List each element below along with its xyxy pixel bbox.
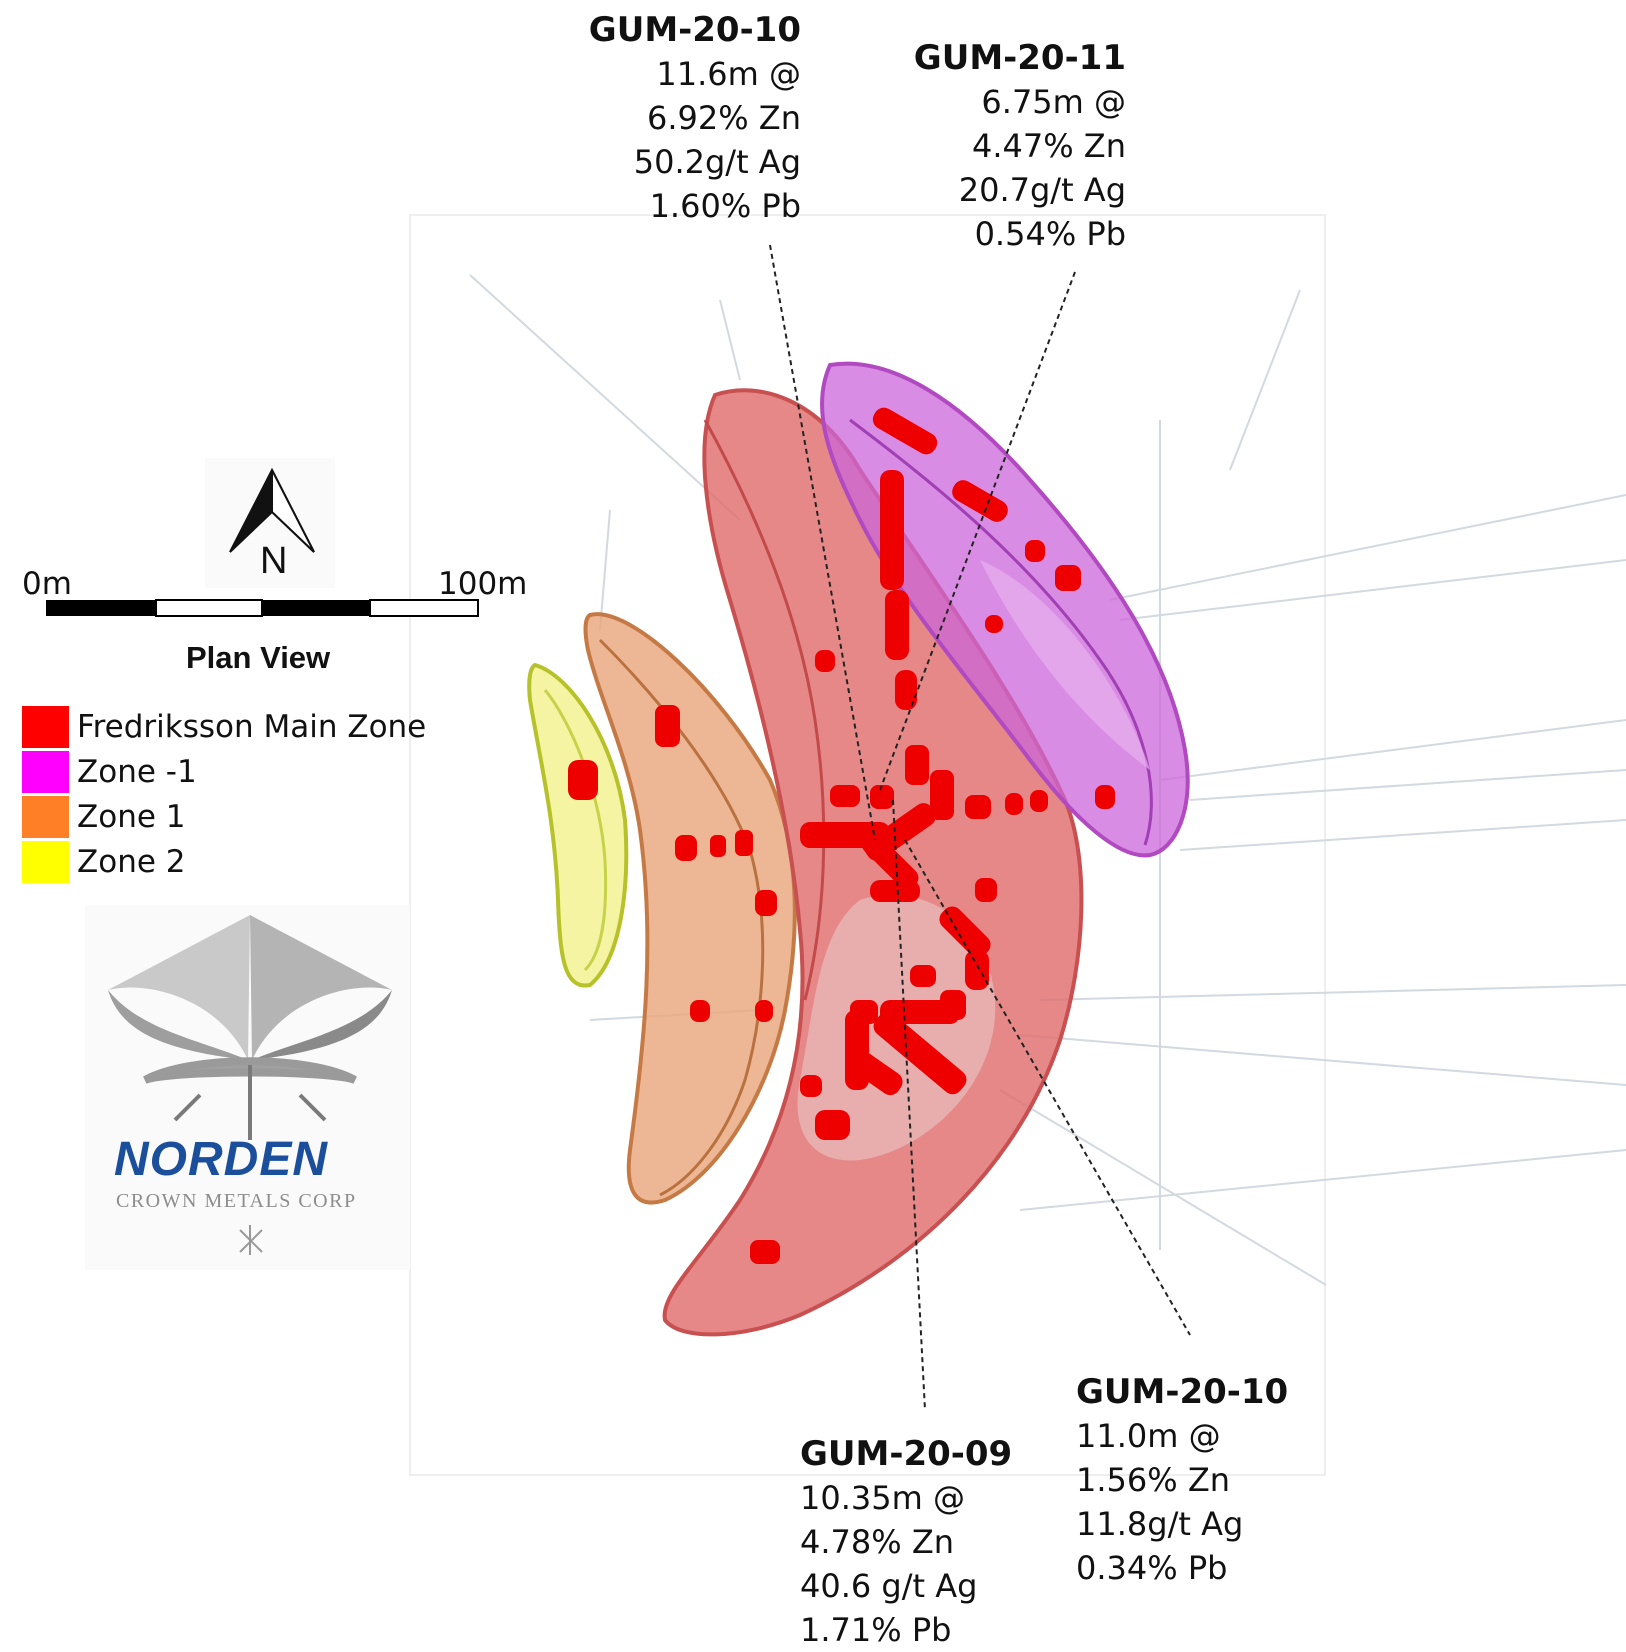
callout-gum-20-11: GUM-20-11 6.75m @ 4.47% Zn 20.7g/t Ag 0.…	[914, 36, 1126, 256]
zone-1-shape	[583, 612, 797, 1205]
callout-pb: 0.54% Pb	[974, 215, 1126, 253]
callout-interval: 11.0m @	[1076, 1417, 1221, 1455]
callout-gum-20-10-top: GUM-20-10 11.6m @ 6.92% Zn 50.2g/t Ag 1.…	[589, 8, 801, 228]
plan-view-caption: Plan View	[186, 640, 331, 675]
legend-item-main-zone: Fredriksson Main Zone	[22, 704, 426, 749]
callout-ag: 50.2g/t Ag	[633, 143, 801, 181]
legend-swatch	[22, 840, 69, 883]
legend-item-zone-2: Zone 2	[22, 839, 426, 884]
zone-2-shape	[527, 662, 629, 988]
callout-interval: 6.75m @	[981, 83, 1126, 121]
callout-zn: 1.56% Zn	[1076, 1461, 1231, 1499]
callout-hole-id: GUM-20-10	[1076, 1372, 1289, 1412]
callout-gum-20-10-bottom: GUM-20-10 11.0m @ 1.56% Zn 11.8g/t Ag 0.…	[1076, 1370, 1288, 1590]
legend-swatch	[22, 750, 69, 793]
callout-zn: 4.78% Zn	[800, 1523, 955, 1561]
scale-end-label: 100m	[438, 566, 528, 602]
callout-pb: 1.71% Pb	[800, 1611, 952, 1649]
legend: Fredriksson Main Zone Zone -1 Zone 1 Zon…	[22, 704, 426, 884]
callout-hole-id: GUM-20-09	[800, 1434, 1013, 1474]
legend-label: Zone 1	[77, 798, 186, 835]
logo-name: NORDEN	[114, 1133, 329, 1186]
callout-hole-id: GUM-20-10	[588, 10, 801, 50]
leader-gum-20-09	[892, 799, 926, 1411]
legend-swatch	[22, 795, 69, 838]
model-frame	[409, 214, 1326, 1476]
callout-zn: 6.92% Zn	[646, 99, 801, 137]
callout-pb: 1.60% Pb	[649, 187, 801, 225]
legend-label: Zone 2	[77, 843, 186, 880]
legend-label: Fredriksson Main Zone	[77, 708, 427, 745]
legend-label: Zone -1	[77, 753, 197, 790]
callout-zn: 4.47% Zn	[971, 127, 1126, 165]
callout-hole-id: GUM-20-11	[913, 38, 1126, 78]
callout-ag: 11.8g/t Ag	[1076, 1505, 1244, 1543]
scale-start-label: 0m	[22, 566, 72, 602]
scale-bar	[46, 599, 479, 617]
legend-item-zone-1: Zone 1	[22, 794, 426, 839]
zone-minus-1-shape	[819, 361, 1190, 858]
leader-gum-20-11	[879, 271, 1076, 791]
callout-ag: 20.7g/t Ag	[958, 171, 1126, 209]
callout-interval: 10.35m @	[800, 1479, 965, 1517]
callout-ag: 40.6 g/t Ag	[800, 1567, 978, 1605]
logo-tagline: CROWN METALS CORP	[116, 1190, 357, 1212]
legend-swatch	[22, 705, 69, 748]
north-letter: N	[260, 540, 288, 582]
intercept-markers	[568, 407, 1115, 1264]
callout-pb: 0.34% Pb	[1076, 1549, 1228, 1587]
crown-logo-icon	[85, 905, 410, 1270]
callout-gum-20-09: GUM-20-09 10.35m @ 4.78% Zn 40.6 g/t Ag …	[800, 1432, 1012, 1652]
callout-interval: 11.6m @	[656, 55, 801, 93]
north-arrow-icon	[205, 458, 335, 588]
leader-gum-20-10-top	[769, 244, 876, 841]
legend-item-zone-minus-1: Zone -1	[22, 749, 426, 794]
leader-lines	[769, 244, 1191, 1411]
